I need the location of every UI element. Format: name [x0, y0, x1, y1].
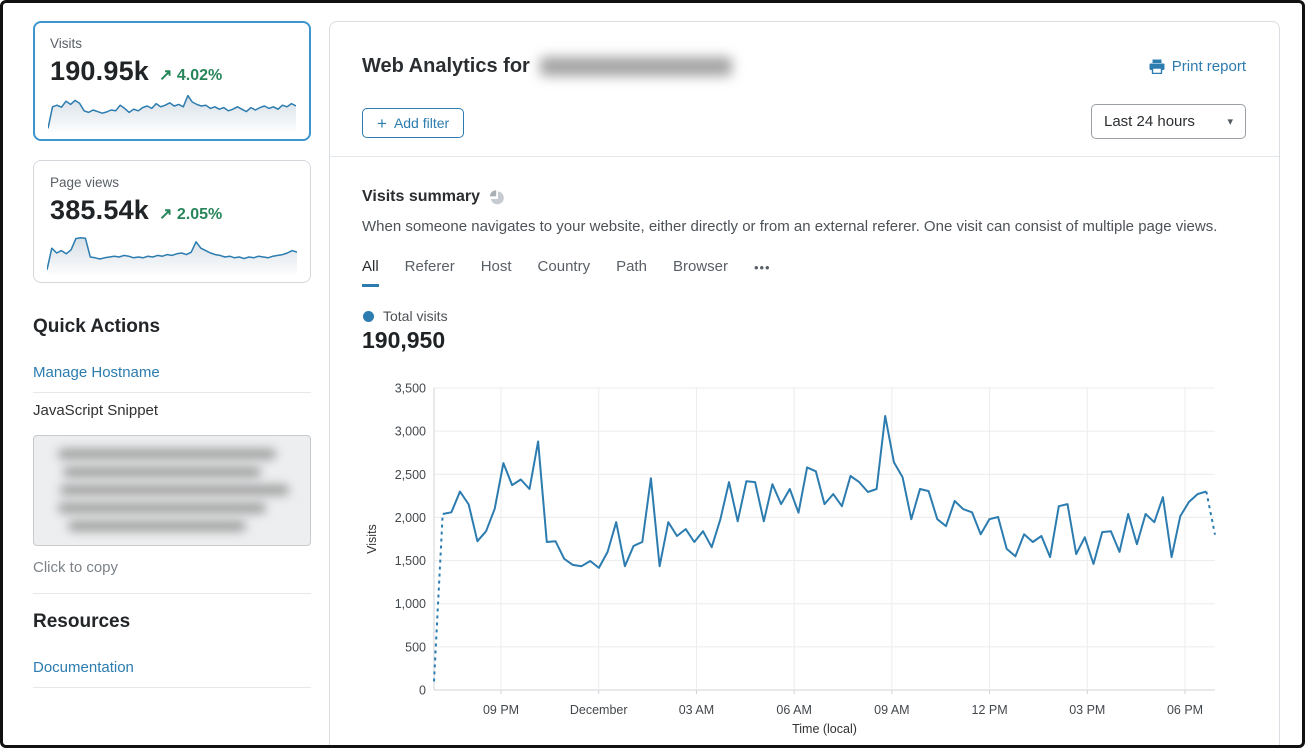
- legend-dot-icon: [363, 310, 374, 322]
- total-visits-value: 190,950: [362, 327, 446, 353]
- svg-text:3,500: 3,500: [395, 382, 426, 396]
- redacted-code-line: [60, 485, 289, 495]
- tab-country[interactable]: Country: [537, 258, 591, 275]
- redacted-code-line: [67, 521, 247, 531]
- svg-text:1,500: 1,500: [395, 554, 426, 568]
- page-title: Web Analytics for: [362, 55, 732, 78]
- add-filter-button[interactable]: + Add filter: [362, 108, 465, 138]
- tab-browser[interactable]: Browser: [672, 258, 728, 275]
- manage-hostname-link[interactable]: Manage Hostname: [33, 364, 160, 381]
- chart-legend: Total visits: [363, 308, 448, 324]
- visits-summary-description: When someone navigates to your website, …: [362, 218, 1218, 235]
- legend-label: Total visits: [383, 308, 448, 324]
- page-views-sparkline-chart: [47, 231, 297, 275]
- visits-metric-card[interactable]: Visits 190.95k ↗ 4.02%: [33, 21, 311, 141]
- redacted-code-line: [62, 467, 262, 477]
- visits-sparkline-chart: [48, 88, 296, 132]
- svg-text:Visits: Visits: [365, 524, 379, 554]
- svg-text:03 AM: 03 AM: [679, 703, 714, 717]
- tab-all[interactable]: All: [362, 258, 379, 287]
- chevron-down-icon: ▾: [1227, 116, 1233, 128]
- tab-host[interactable]: Host: [480, 258, 512, 275]
- javascript-snippet-code-box[interactable]: [33, 435, 311, 546]
- svg-text:12 PM: 12 PM: [972, 703, 1008, 717]
- svg-text:2,000: 2,000: [395, 511, 426, 525]
- tab-referer[interactable]: Referer: [404, 258, 455, 275]
- tab-path[interactable]: Path: [616, 258, 647, 275]
- visits-line-chart: 0 500 1,000 1,500 2,000 2,500 3,000 3,500 09 PM D…: [344, 374, 1279, 745]
- printer-icon: [1149, 59, 1165, 74]
- visits-card-value: 190.95k: [50, 56, 149, 86]
- trend-up-icon: ↗: [159, 67, 173, 84]
- trend-up-icon: ↗: [159, 206, 173, 223]
- header-divider: [330, 156, 1279, 157]
- click-to-copy-hint: Click to copy: [33, 559, 119, 576]
- summary-tabs: All Referer Host Country Path Browser •••: [362, 258, 771, 287]
- add-filter-label: Add filter: [393, 115, 450, 131]
- main-panel: Web Analytics for Print report + Add fil…: [329, 21, 1280, 745]
- svg-text:2,500: 2,500: [395, 468, 426, 482]
- page-views-card-delta: ↗ 2.05%: [159, 206, 223, 223]
- page-views-card-value: 385.54k: [50, 195, 149, 225]
- documentation-link[interactable]: Documentation: [33, 659, 134, 676]
- svg-text:3,000: 3,000: [395, 425, 426, 439]
- time-range-value: Last 24 hours: [1104, 113, 1195, 130]
- svg-text:500: 500: [405, 640, 426, 654]
- tabs-more-button[interactable]: •••: [753, 260, 771, 275]
- sidebar-divider: [33, 687, 311, 688]
- visits-card-delta: ↗ 4.02%: [159, 67, 223, 84]
- pie-chart-icon: [489, 189, 504, 204]
- page-views-card-label: Page views: [50, 175, 120, 190]
- svg-text:December: December: [570, 703, 628, 717]
- svg-text:0: 0: [419, 684, 426, 698]
- print-report-label: Print report: [1171, 58, 1246, 75]
- page-views-metric-card[interactable]: Page views 385.54k ↗ 2.05%: [33, 160, 311, 283]
- svg-text:06 PM: 06 PM: [1167, 703, 1203, 717]
- svg-text:03 PM: 03 PM: [1069, 703, 1105, 717]
- resources-heading: Resources: [33, 611, 131, 632]
- svg-text:09 PM: 09 PM: [483, 703, 519, 717]
- plus-icon: +: [377, 113, 387, 133]
- javascript-snippet-label: JavaScript Snippet: [33, 402, 159, 419]
- visits-card-label: Visits: [50, 36, 83, 51]
- svg-text:1,000: 1,000: [395, 597, 426, 611]
- redacted-code-line: [57, 449, 277, 459]
- redacted-code-line: [57, 503, 267, 513]
- svg-text:09 AM: 09 AM: [874, 703, 909, 717]
- svg-text:Time (local): Time (local): [792, 722, 857, 736]
- visits-summary-title: Visits summary: [362, 188, 480, 205]
- sidebar-divider: [33, 593, 311, 594]
- svg-text:06 AM: 06 AM: [776, 703, 811, 717]
- redacted-domain: [539, 57, 732, 76]
- time-range-dropdown[interactable]: Last 24 hours ▾: [1091, 104, 1246, 139]
- print-report-button[interactable]: Print report: [1149, 58, 1246, 75]
- quick-actions-heading: Quick Actions: [33, 316, 161, 337]
- sidebar-divider: [33, 392, 311, 393]
